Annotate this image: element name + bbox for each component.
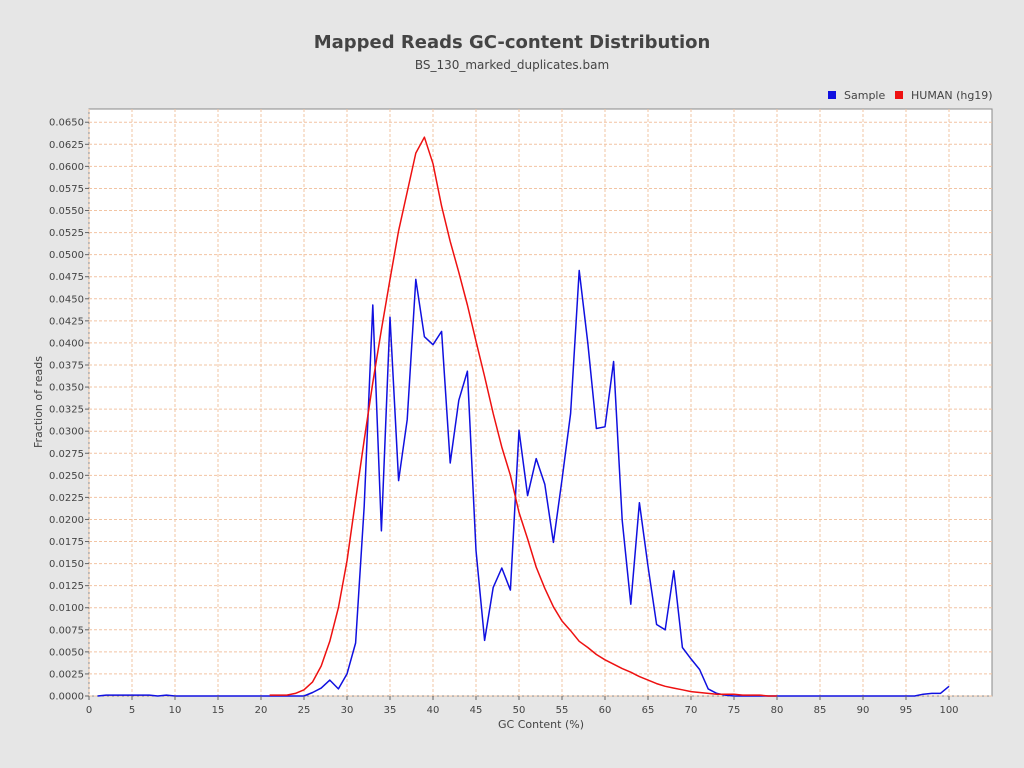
x-tick-label: 10 (169, 705, 182, 716)
x-tick-label: 40 (427, 705, 440, 716)
y-tick-label: 0.0175 (49, 537, 84, 548)
series-layer (97, 136, 950, 697)
y-tick-label: 0.0475 (49, 272, 84, 283)
y-tick-label: 0.0400 (49, 338, 84, 349)
x-tick-label: 65 (642, 705, 655, 716)
x-tick-label: 55 (556, 705, 569, 716)
series-line-sample (97, 269, 950, 697)
y-tick-label: 0.0650 (49, 118, 84, 129)
chart-title: Mapped Reads GC-content Distribution (314, 32, 711, 53)
x-tick-label: 15 (212, 705, 225, 716)
x-tick-label: 20 (255, 705, 268, 716)
x-tick-label: 100 (939, 705, 958, 716)
y-tick-label: 0.0025 (49, 669, 84, 680)
legend: Sample HUMAN (hg19) (828, 89, 993, 102)
y-tick-label: 0.0150 (49, 559, 84, 570)
x-tick-label: 80 (771, 705, 784, 716)
y-tick-label: 0.0450 (49, 294, 84, 305)
legend-label: HUMAN (hg19) (911, 89, 993, 102)
chart-subtitle: BS_130_marked_duplicates.bam (415, 58, 609, 72)
x-tick-label: 75 (728, 705, 741, 716)
plot-area (88, 108, 993, 697)
y-tick-label: 0.0050 (49, 647, 84, 658)
y-tick-label: 0.0600 (49, 162, 84, 173)
x-tick-label: 5 (129, 705, 135, 716)
y-tick-label: 0.0100 (49, 603, 84, 614)
y-tick-label: 0.0125 (49, 581, 84, 592)
grid (88, 109, 992, 697)
y-tick-label: 0.0425 (49, 316, 84, 327)
y-tick-label: 0.0275 (49, 449, 84, 460)
series-line-human-hg19 (269, 136, 777, 697)
y-tick-label: 0.0300 (49, 427, 84, 438)
x-tick-label: 35 (384, 705, 397, 716)
x-tick-label: 95 (900, 705, 913, 716)
x-tick-label: 90 (857, 705, 870, 716)
y-tick-label: 0.0200 (49, 515, 84, 526)
legend-label: Sample (844, 89, 885, 102)
x-tick-label: 25 (298, 705, 311, 716)
y-tick-label: 0.0575 (49, 184, 84, 195)
y-axis-label: Fraction of reads (32, 356, 45, 448)
y-tick-label: 0.0075 (49, 625, 84, 636)
y-tick-label: 0.0500 (49, 250, 84, 261)
x-axis: 0 5 10 15 20 25 30 35 40 45 50 55 60 65 70 75 80 85 90 95 10… (86, 696, 959, 716)
x-tick-label: 70 (685, 705, 698, 716)
y-tick-label: 0.0000 (49, 692, 84, 703)
y-tick-label: 0.0225 (49, 493, 84, 504)
x-tick-label: 85 (814, 705, 827, 716)
y-tick-label: 0.0525 (49, 228, 84, 239)
x-tick-label: 60 (599, 705, 612, 716)
y-tick-label: 0.0325 (49, 405, 84, 416)
legend-swatch (895, 91, 903, 99)
y-tick-label: 0.0250 (49, 471, 84, 482)
y-tick-label: 0.0350 (49, 383, 84, 394)
x-tick-label: 45 (470, 705, 483, 716)
y-tick-label: 0.0550 (49, 206, 84, 217)
y-axis: 0.0000 0.0025 0.0050 0.0075 0.0100 0.0125 0.01… (49, 118, 89, 703)
x-tick-label: 0 (86, 705, 92, 716)
y-tick-label: 0.0375 (49, 360, 84, 371)
legend-swatch (828, 91, 836, 99)
x-axis-label: GC Content (%) (498, 718, 584, 731)
y-tick-label: 0.0625 (49, 140, 84, 151)
x-tick-label: 30 (341, 705, 354, 716)
x-tick-label: 50 (513, 705, 526, 716)
